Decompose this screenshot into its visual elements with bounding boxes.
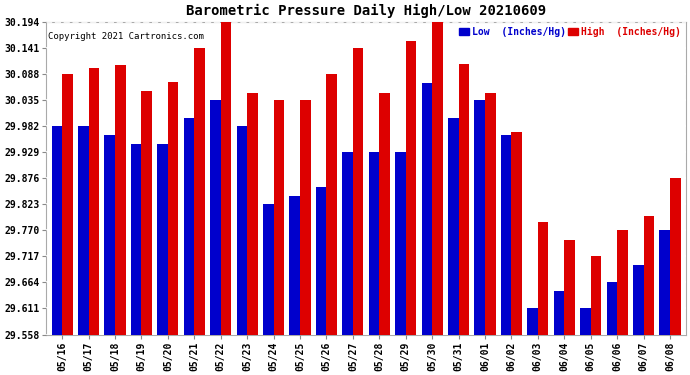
Bar <box>62 74 72 334</box>
Bar <box>564 240 575 334</box>
Bar <box>195 48 205 334</box>
Bar <box>263 204 274 334</box>
Bar <box>290 196 300 334</box>
Bar <box>538 222 549 334</box>
Bar <box>617 230 628 334</box>
Bar <box>78 126 88 334</box>
Bar <box>591 256 601 334</box>
Bar <box>459 64 469 334</box>
Bar <box>141 90 152 334</box>
Bar <box>511 132 522 334</box>
Bar <box>342 152 353 334</box>
Bar <box>422 83 432 334</box>
Bar <box>406 41 416 334</box>
Bar <box>247 93 258 334</box>
Bar <box>210 100 221 334</box>
Bar <box>670 178 680 334</box>
Bar <box>221 22 231 334</box>
Bar <box>580 308 591 334</box>
Bar <box>607 282 617 334</box>
Bar <box>501 135 511 334</box>
Title: Barometric Pressure Daily High/Low 20210609: Barometric Pressure Daily High/Low 20210… <box>186 4 546 18</box>
Legend: Low  (Inches/Hg), High  (Inches/Hg): Low (Inches/Hg), High (Inches/Hg) <box>459 27 681 37</box>
Bar <box>131 144 141 334</box>
Bar <box>432 22 443 334</box>
Bar <box>274 100 284 334</box>
Bar <box>485 93 495 334</box>
Bar <box>395 152 406 334</box>
Bar <box>184 117 195 334</box>
Bar <box>168 82 179 334</box>
Bar <box>316 187 326 334</box>
Bar <box>115 66 126 335</box>
Bar <box>553 291 564 334</box>
Bar <box>660 230 670 334</box>
Bar <box>368 152 380 334</box>
Bar <box>448 117 459 334</box>
Bar <box>52 126 62 334</box>
Bar <box>104 135 115 334</box>
Bar <box>300 100 310 334</box>
Bar <box>475 100 485 334</box>
Text: Copyright 2021 Cartronics.com: Copyright 2021 Cartronics.com <box>48 32 204 40</box>
Bar <box>633 265 644 334</box>
Bar <box>353 48 364 334</box>
Bar <box>157 144 168 334</box>
Bar <box>237 126 247 334</box>
Bar <box>88 68 99 334</box>
Bar <box>380 93 390 334</box>
Bar <box>644 216 654 334</box>
Bar <box>326 74 337 334</box>
Bar <box>527 308 538 334</box>
